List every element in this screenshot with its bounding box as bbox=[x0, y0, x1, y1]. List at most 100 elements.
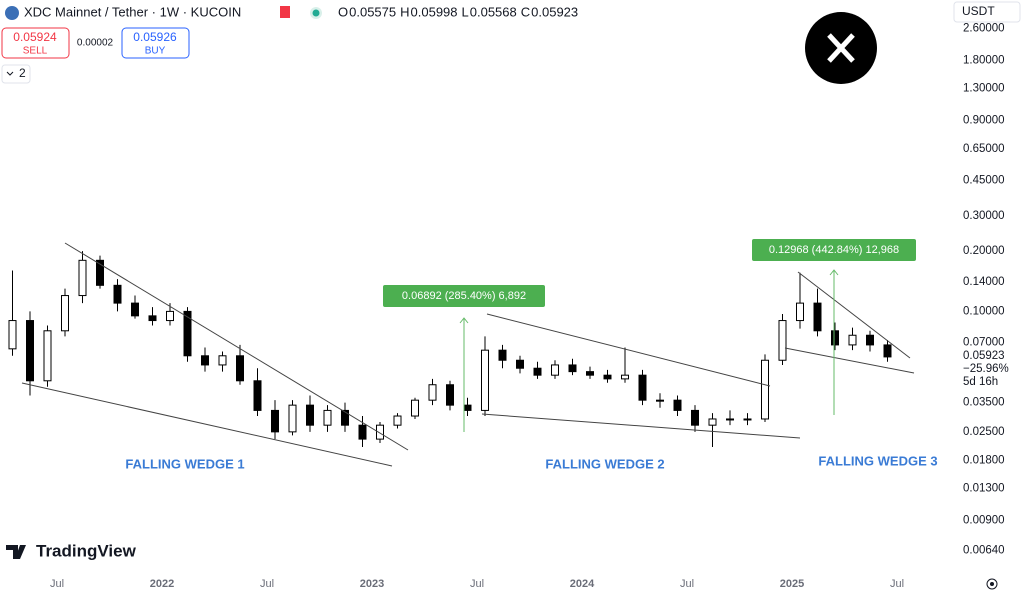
spread: 0.00002 bbox=[77, 38, 114, 49]
arrow bbox=[829, 269, 839, 415]
status-dot bbox=[312, 9, 320, 17]
candle-body bbox=[866, 334, 874, 346]
candle-body bbox=[43, 330, 52, 382]
candle-body bbox=[778, 320, 787, 361]
candle-body bbox=[883, 344, 892, 358]
ohlc-key: O bbox=[338, 4, 348, 19]
candle-body bbox=[568, 364, 577, 373]
candle-body bbox=[446, 384, 454, 406]
candle-body bbox=[288, 404, 297, 433]
trendlines bbox=[21, 242, 915, 467]
candle-body bbox=[376, 424, 384, 440]
candle-body bbox=[358, 424, 367, 440]
y-tick-label: 0.03500 bbox=[963, 397, 1005, 409]
ohlc-value: 0.05568 bbox=[470, 4, 517, 19]
settings-icon-dot bbox=[990, 582, 994, 586]
candle-body bbox=[551, 364, 559, 376]
measure-arrows bbox=[459, 269, 839, 432]
x-tick-label: Jul bbox=[680, 578, 694, 590]
x-tick-label: 2025 bbox=[780, 578, 804, 590]
ohlc-legend: O 0.05575 H 0.05998 L 0.05568 C 0.05923 bbox=[338, 4, 578, 19]
candle-body bbox=[393, 415, 402, 426]
candle-body bbox=[708, 418, 717, 426]
candle-body bbox=[61, 295, 69, 332]
candle-body bbox=[761, 359, 769, 420]
price-change: −25.96% bbox=[963, 363, 1009, 375]
candle-body bbox=[341, 409, 349, 426]
x-tick-label: 2022 bbox=[150, 578, 174, 590]
ohlc-key: H bbox=[400, 4, 409, 19]
settings-icon[interactable] bbox=[986, 578, 998, 590]
candle-body bbox=[166, 310, 174, 322]
candle-body bbox=[533, 367, 542, 376]
currency-select[interactable] bbox=[953, 1, 1021, 23]
candle-body bbox=[8, 320, 17, 350]
candle-body bbox=[463, 404, 472, 411]
candle-body bbox=[586, 371, 594, 376]
candle-body bbox=[411, 399, 419, 417]
x-tick-label: Jul bbox=[890, 578, 904, 590]
buy-button[interactable] bbox=[121, 27, 190, 59]
trendline bbox=[64, 242, 409, 451]
indicator-toggle[interactable] bbox=[1, 64, 31, 84]
measure-box bbox=[752, 239, 916, 261]
measure-label: 0.06892 (285.40%) 6,892 bbox=[402, 290, 526, 302]
candle-body bbox=[796, 302, 804, 322]
candle-body bbox=[603, 374, 612, 380]
candle-body bbox=[673, 399, 682, 411]
ohlc-key: L bbox=[462, 4, 469, 19]
candle-body bbox=[183, 310, 192, 357]
candle-body bbox=[848, 334, 857, 346]
candle-body bbox=[743, 418, 752, 421]
candle-body bbox=[148, 315, 157, 322]
x-axis: Jul 2022 Jul 2023 Jul 2024 Jul 2025 Jul bbox=[50, 578, 904, 590]
candle-body bbox=[201, 355, 209, 366]
candle-body bbox=[831, 330, 839, 346]
y-tick-label: 0.65000 bbox=[963, 143, 1005, 155]
candle-body bbox=[96, 259, 104, 286]
trendline bbox=[797, 271, 911, 359]
trendline bbox=[784, 347, 915, 374]
pattern-label: FALLING WEDGE 3 bbox=[818, 453, 937, 468]
candle-body bbox=[113, 284, 122, 304]
candle-body bbox=[726, 418, 734, 421]
last-price: 0.05923 bbox=[963, 350, 1005, 362]
candle-body bbox=[691, 409, 699, 426]
x-tick-label: Jul bbox=[50, 578, 64, 590]
y-tick-label: 1.30000 bbox=[963, 83, 1005, 95]
x-tick-label: Jul bbox=[260, 578, 274, 590]
x-tick-label: 2023 bbox=[360, 578, 384, 590]
y-tick-label: 0.45000 bbox=[963, 175, 1005, 187]
measure-label: 0.12968 (442.84%) 12,968 bbox=[769, 244, 899, 256]
y-tick-label: 0.01300 bbox=[963, 483, 1005, 495]
flag-icon[interactable] bbox=[280, 6, 290, 18]
candle-body bbox=[656, 399, 664, 402]
candle-body bbox=[481, 349, 489, 411]
symbol-title[interactable]: XDC Mainnet / Tether · 1W · KUCOIN bbox=[24, 4, 241, 19]
buy-label: BUY bbox=[145, 46, 166, 57]
sell-button[interactable] bbox=[1, 27, 70, 59]
candle-body bbox=[78, 259, 87, 297]
candle-body bbox=[306, 404, 314, 426]
candle-body bbox=[323, 409, 332, 426]
candle-body bbox=[516, 359, 524, 369]
symbol-icon bbox=[5, 6, 19, 20]
y-tick-label: 1.80000 bbox=[963, 54, 1005, 66]
candle-body bbox=[218, 355, 227, 366]
buy-price: 0.05926 bbox=[133, 30, 177, 44]
y-tick-label: 0.30000 bbox=[963, 210, 1005, 222]
brand: TradingView bbox=[36, 541, 137, 560]
trendline bbox=[486, 313, 771, 387]
measure-box bbox=[383, 285, 545, 307]
ohlc-value: 0.05923 bbox=[531, 4, 578, 19]
y-tick-label: 0.00640 bbox=[963, 544, 1005, 556]
x-tick-label: 2024 bbox=[570, 578, 595, 590]
y-tick-label: 0.07000 bbox=[963, 336, 1005, 348]
ohlc-value: 0.05998 bbox=[411, 4, 458, 19]
y-tick-label: 0.00900 bbox=[963, 515, 1005, 527]
pattern-label: FALLING WEDGE 1 bbox=[125, 456, 244, 471]
pattern-label: FALLING WEDGE 2 bbox=[545, 456, 664, 471]
y-tick-label: 0.01800 bbox=[963, 454, 1005, 466]
candle-body bbox=[428, 384, 437, 401]
